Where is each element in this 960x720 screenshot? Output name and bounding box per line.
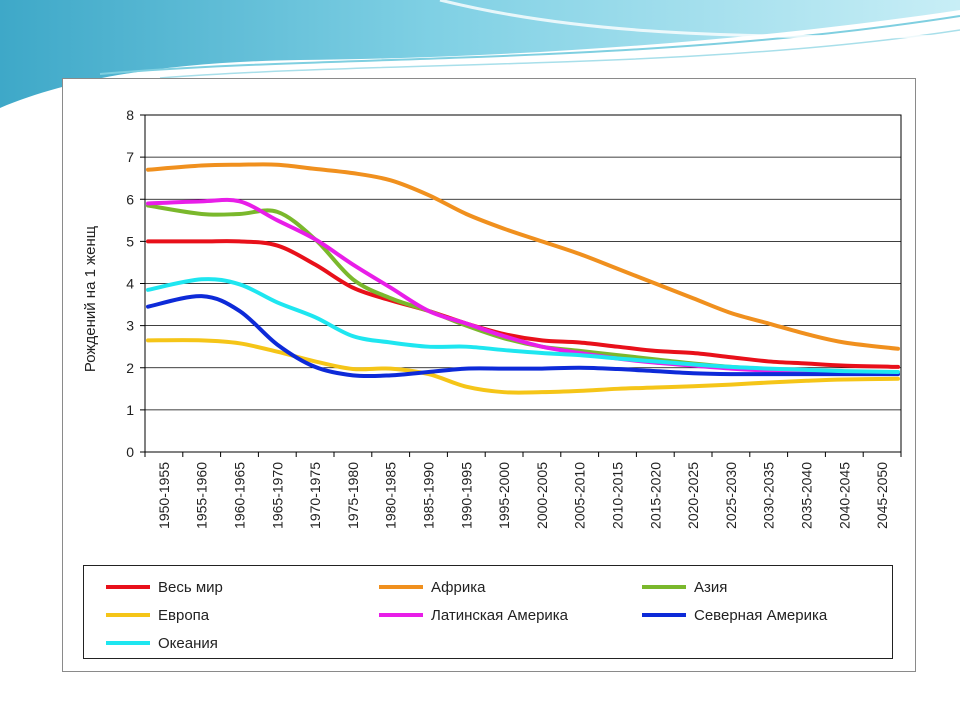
x-tick-label: 1965-1970 — [269, 462, 285, 529]
x-tick-label: 1985-1990 — [421, 462, 437, 529]
legend-label: Латинская Америка — [431, 606, 569, 624]
legend-label: Африка — [431, 578, 486, 596]
series-line — [146, 277, 900, 374]
series-line — [146, 197, 900, 376]
legend-swatch — [379, 585, 423, 589]
chart-container: 0 1 2 3 4 5 6 7 8 1950-1955 1955-1960 1960-1965 196… — [62, 78, 916, 672]
x-tick-label: 1990-1995 — [458, 462, 474, 529]
legend-label: Северная Америка — [694, 606, 828, 624]
swoosh-line-1 — [99, 15, 960, 75]
swoosh-highlight — [439, 0, 960, 39]
legend-item: Азия — [642, 576, 727, 598]
legend-item: Весь мир — [106, 576, 223, 598]
x-tick-label: 2025-2030 — [723, 462, 739, 529]
y-tick-label: 6 — [126, 191, 134, 207]
legend-swatch — [642, 613, 686, 617]
line-chart: 0 1 2 3 4 5 6 7 8 1950-1955 1955-1960 1960-1965 196… — [82, 107, 902, 529]
x-tick-label: 1955-1960 — [194, 462, 210, 529]
legend-label: Европа — [158, 606, 210, 624]
header-decoration — [0, 0, 960, 108]
legend-swatch — [106, 613, 150, 617]
y-tick-label: 1 — [126, 402, 134, 418]
x-tick-label: 2040-2045 — [836, 462, 852, 529]
x-tick-label: 2035-2040 — [799, 462, 815, 529]
y-tick-label: 8 — [126, 107, 134, 123]
swoosh-line-2 — [159, 29, 960, 79]
legend-swatch — [379, 613, 423, 617]
x-tick-label: 2000-2005 — [534, 462, 550, 529]
legend-swatch — [106, 641, 150, 645]
series-line — [146, 338, 900, 395]
series-line — [146, 162, 900, 351]
y-axis-ticks: 0 1 2 3 4 5 6 7 8 — [126, 107, 145, 460]
x-tick-label: 1950-1955 — [156, 462, 172, 529]
legend-label: Океания — [158, 634, 218, 652]
x-tick-label: 1960-1965 — [232, 462, 248, 529]
legend-item: Европа — [106, 604, 209, 626]
legend-label: Весь мир — [158, 578, 223, 596]
legend-label: Азия — [694, 578, 728, 596]
y-axis-title: Рождений на 1 женщ — [82, 226, 99, 372]
legend-item: Северная Америка — [642, 604, 827, 626]
x-axis-ticks: 1950-1955 1955-1960 1960-1965 1965-1970 1970… — [144, 452, 902, 529]
x-tick-label: 2015-2020 — [647, 462, 663, 529]
x-tick-label: 2005-2010 — [572, 462, 588, 529]
x-tick-label: 1995-2000 — [496, 462, 512, 529]
legend-swatch — [642, 585, 686, 589]
y-tick-label: 3 — [126, 318, 134, 334]
grid-lines — [144, 114, 902, 453]
legend-item: Океания — [106, 632, 218, 654]
legend-item: Латинская Америка — [379, 604, 568, 626]
y-tick-label: 2 — [126, 360, 134, 376]
y-tick-label: 0 — [126, 444, 134, 460]
header-swoosh — [0, 0, 960, 108]
series-line — [146, 294, 900, 379]
legend: Весь мир Африка Азия Европа Латинская Америк… — [83, 565, 893, 659]
x-tick-label: 1975-1980 — [345, 462, 361, 529]
legend-item: Африка — [379, 576, 485, 598]
y-tick-label: 5 — [126, 233, 134, 249]
x-tick-label: 2030-2035 — [761, 462, 777, 529]
series-line — [146, 239, 900, 369]
x-tick-label: 1970-1975 — [307, 462, 323, 529]
x-tick-label: 2010-2015 — [610, 462, 626, 529]
legend-swatch — [106, 585, 150, 589]
x-tick-label: 1980-1985 — [383, 462, 399, 529]
x-tick-label: 2045-2050 — [874, 462, 890, 529]
y-tick-label: 4 — [126, 276, 134, 292]
series-lines — [146, 162, 900, 395]
y-tick-label: 7 — [126, 149, 134, 165]
x-tick-label: 2020-2025 — [685, 462, 701, 529]
